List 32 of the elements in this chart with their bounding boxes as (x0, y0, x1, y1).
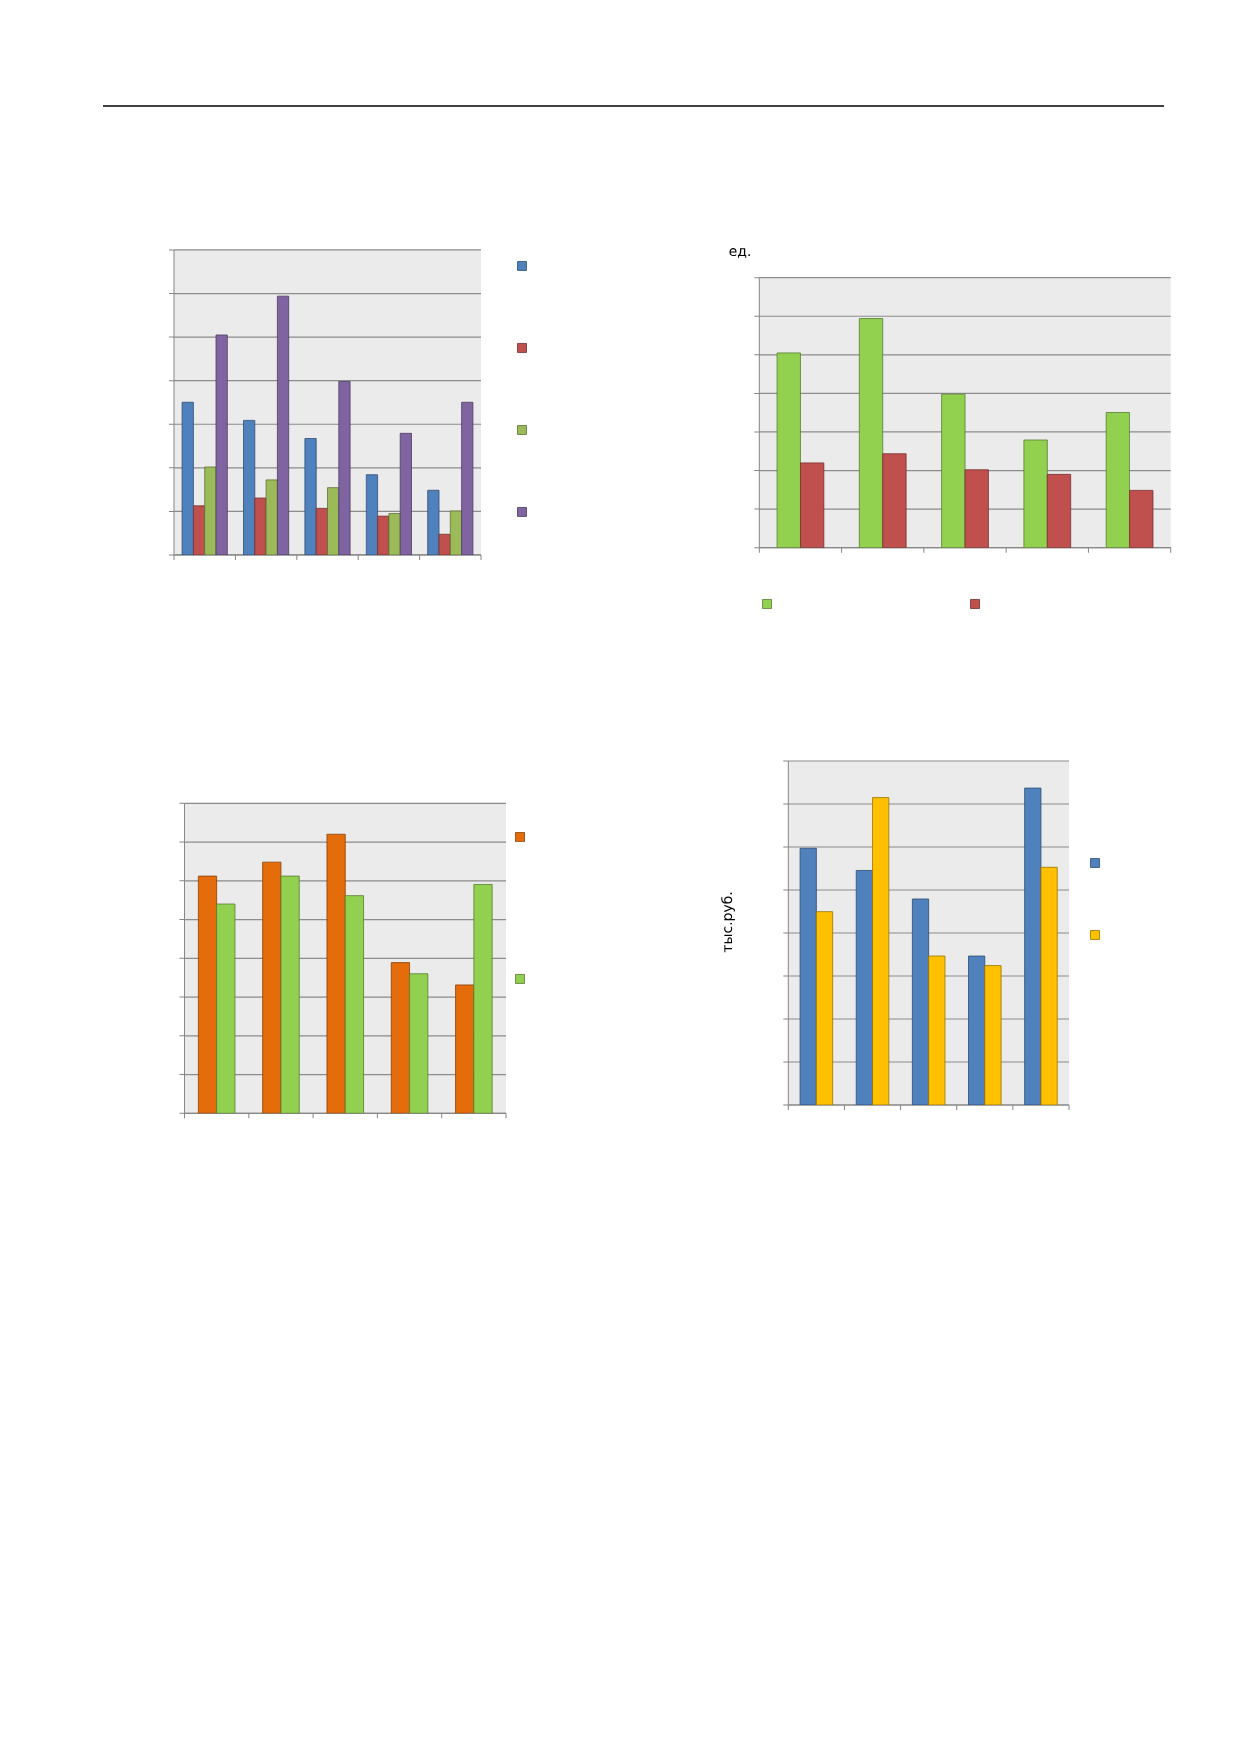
bar (409, 973, 429, 1114)
y-axis-title: ед. (729, 248, 750, 258)
bar (1129, 489, 1154, 548)
y-axis-title: тыс.руб. (721, 892, 735, 953)
bar (941, 393, 966, 548)
bar (800, 462, 825, 548)
bar (928, 955, 946, 1105)
bar (799, 847, 817, 1105)
bar (984, 965, 1002, 1105)
bar (280, 875, 300, 1114)
bar (815, 911, 834, 1105)
bar (872, 797, 890, 1105)
bar (262, 861, 282, 1114)
bar (455, 984, 475, 1114)
bar (1105, 412, 1130, 548)
bar (216, 903, 236, 1114)
bar (964, 469, 989, 548)
bar (1040, 866, 1058, 1105)
bar (197, 875, 218, 1114)
bar (858, 318, 884, 548)
bar (1024, 787, 1042, 1105)
bar (1023, 439, 1048, 548)
bar (911, 898, 930, 1105)
bar (344, 895, 364, 1114)
bar (968, 955, 986, 1105)
bar (1046, 473, 1072, 548)
bar (390, 962, 410, 1114)
bar (855, 870, 873, 1105)
bar (473, 884, 493, 1114)
bar (776, 352, 801, 548)
bar (326, 833, 346, 1114)
bar (882, 453, 907, 548)
